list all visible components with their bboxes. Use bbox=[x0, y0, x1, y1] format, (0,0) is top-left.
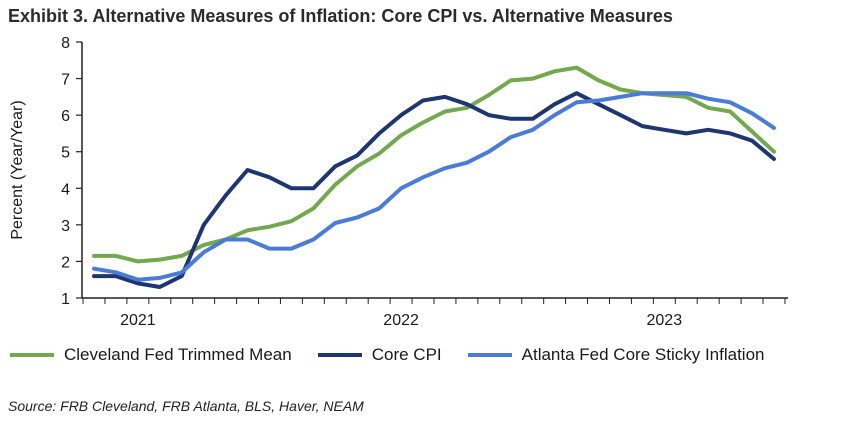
legend-item-cleveland: Cleveland Fed Trimmed Mean bbox=[10, 345, 292, 365]
legend-swatch-core-cpi bbox=[317, 353, 362, 357]
x-tick-label: 2022 bbox=[383, 312, 419, 329]
legend-label-cleveland: Cleveland Fed Trimmed Mean bbox=[64, 345, 292, 364]
line-chart: 1 2 3 4 5 6 7 8 2021 2022 2023 Percent (Year/Year) bbox=[9, 35, 788, 329]
x-tick-label: 2023 bbox=[647, 312, 683, 329]
legend-item-core-cpi: Core CPI bbox=[317, 345, 442, 365]
legend-label-atlanta: Atlanta Fed Core Sticky Inflation bbox=[521, 345, 765, 364]
legend-swatch-atlanta bbox=[467, 353, 512, 357]
chart-title: Exhibit 3. Alternative Measures of Infla… bbox=[8, 6, 673, 26]
series-layer bbox=[92, 65, 776, 289]
axes-layer: 1 2 3 4 5 6 7 8 2021 2022 2023 bbox=[61, 35, 788, 329]
y-tick-label: 1 bbox=[61, 291, 70, 308]
source-note: Source: FRB Cleveland, FRB Atlanta, BLS,… bbox=[8, 398, 364, 414]
series-line-core-cpi bbox=[92, 91, 776, 289]
y-tick-label: 4 bbox=[61, 181, 70, 198]
y-tick-label: 2 bbox=[61, 254, 70, 271]
y-tick-label: 6 bbox=[61, 108, 70, 125]
y-tick-label: 5 bbox=[61, 145, 70, 162]
y-tick-label: 8 bbox=[61, 35, 70, 52]
legend-item-atlanta: Atlanta Fed Core Sticky Inflation bbox=[467, 345, 765, 365]
y-tick-label: 3 bbox=[61, 218, 70, 235]
series-line-atlanta-fed-core-sticky-inflation bbox=[92, 91, 776, 282]
y-axis-title: Percent (Year/Year) bbox=[9, 100, 26, 239]
legend: Cleveland Fed Trimmed Mean Core CPI Atla… bbox=[10, 345, 790, 365]
y-tick-label: 7 bbox=[61, 72, 70, 89]
series-line-cleveland-fed-trimmed-mean bbox=[92, 65, 776, 264]
legend-label-core-cpi: Core CPI bbox=[371, 345, 442, 364]
x-tick-label: 2021 bbox=[120, 312, 156, 329]
legend-swatch-cleveland bbox=[10, 353, 54, 357]
